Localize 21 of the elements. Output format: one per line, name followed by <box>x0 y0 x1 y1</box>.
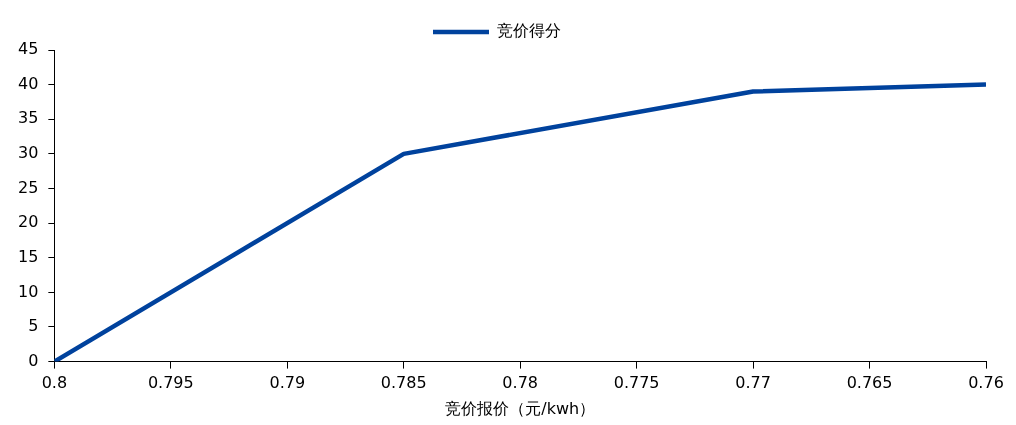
x-tick-label: 0.785 <box>380 373 427 393</box>
legend-label: 竞价得分 <box>497 21 561 41</box>
x-tick-label: 0.77 <box>735 373 771 393</box>
x-tick-label: 0.76 <box>968 373 1004 393</box>
y-tick-label: 20 <box>18 212 39 232</box>
x-tick-label: 0.795 <box>147 373 194 393</box>
y-tick-label: 0 <box>28 350 39 370</box>
y-tick-label: 35 <box>18 108 39 128</box>
y-tick-label: 40 <box>18 73 39 93</box>
y-tick-label: 45 <box>18 39 39 59</box>
y-tick-label: 5 <box>28 316 39 336</box>
x-tick-label: 0.775 <box>613 373 660 393</box>
x-tick-label: 0.765 <box>846 373 893 393</box>
y-tick-label: 25 <box>18 177 39 197</box>
x-tick-label: 0.8 <box>41 373 68 393</box>
y-tick-label: 15 <box>18 246 39 266</box>
x-axis-title: 竞价报价（元/kwh） <box>445 398 596 418</box>
x-tick-label: 0.78 <box>502 373 538 393</box>
y-tick-label: 10 <box>18 281 39 301</box>
y-tick-label: 30 <box>18 143 39 163</box>
x-tick-label: 0.79 <box>269 373 306 393</box>
